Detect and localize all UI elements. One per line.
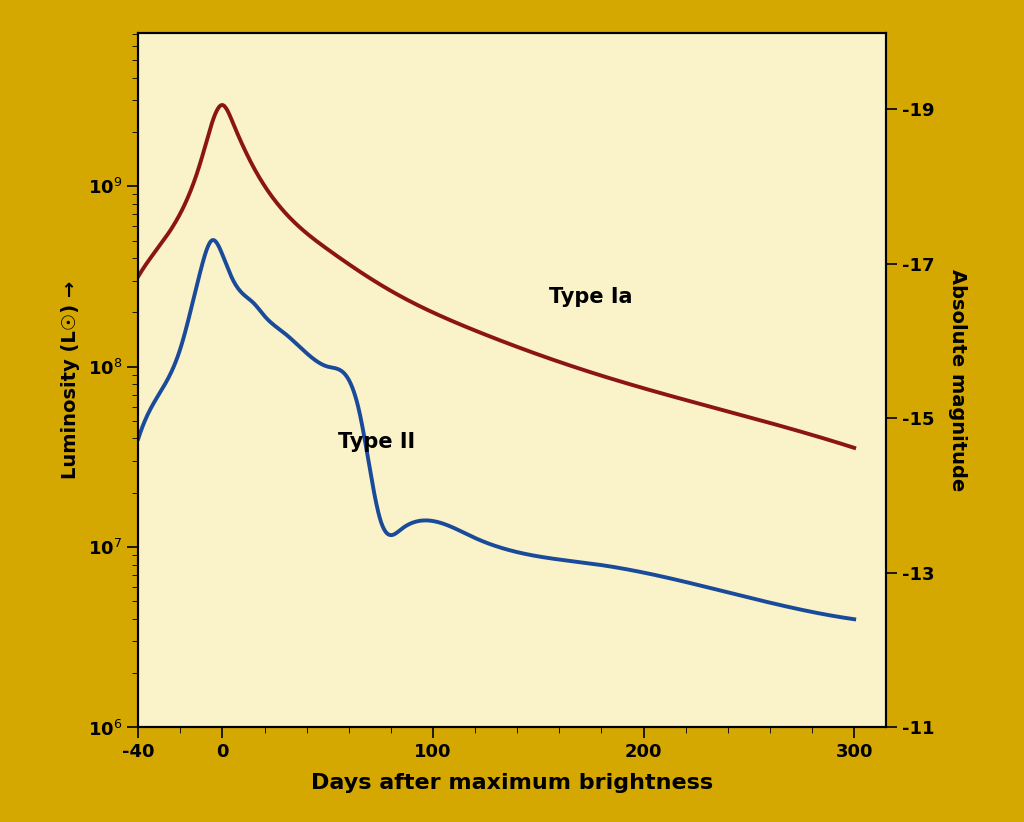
Text: Type Ia: Type Ia [549,288,633,307]
Y-axis label: Absolute magnitude: Absolute magnitude [948,269,967,492]
Text: Type II: Type II [338,432,416,452]
X-axis label: Days after maximum brightness: Days after maximum brightness [311,773,713,792]
Y-axis label: Luminosity (L☉) →: Luminosity (L☉) → [60,281,80,479]
